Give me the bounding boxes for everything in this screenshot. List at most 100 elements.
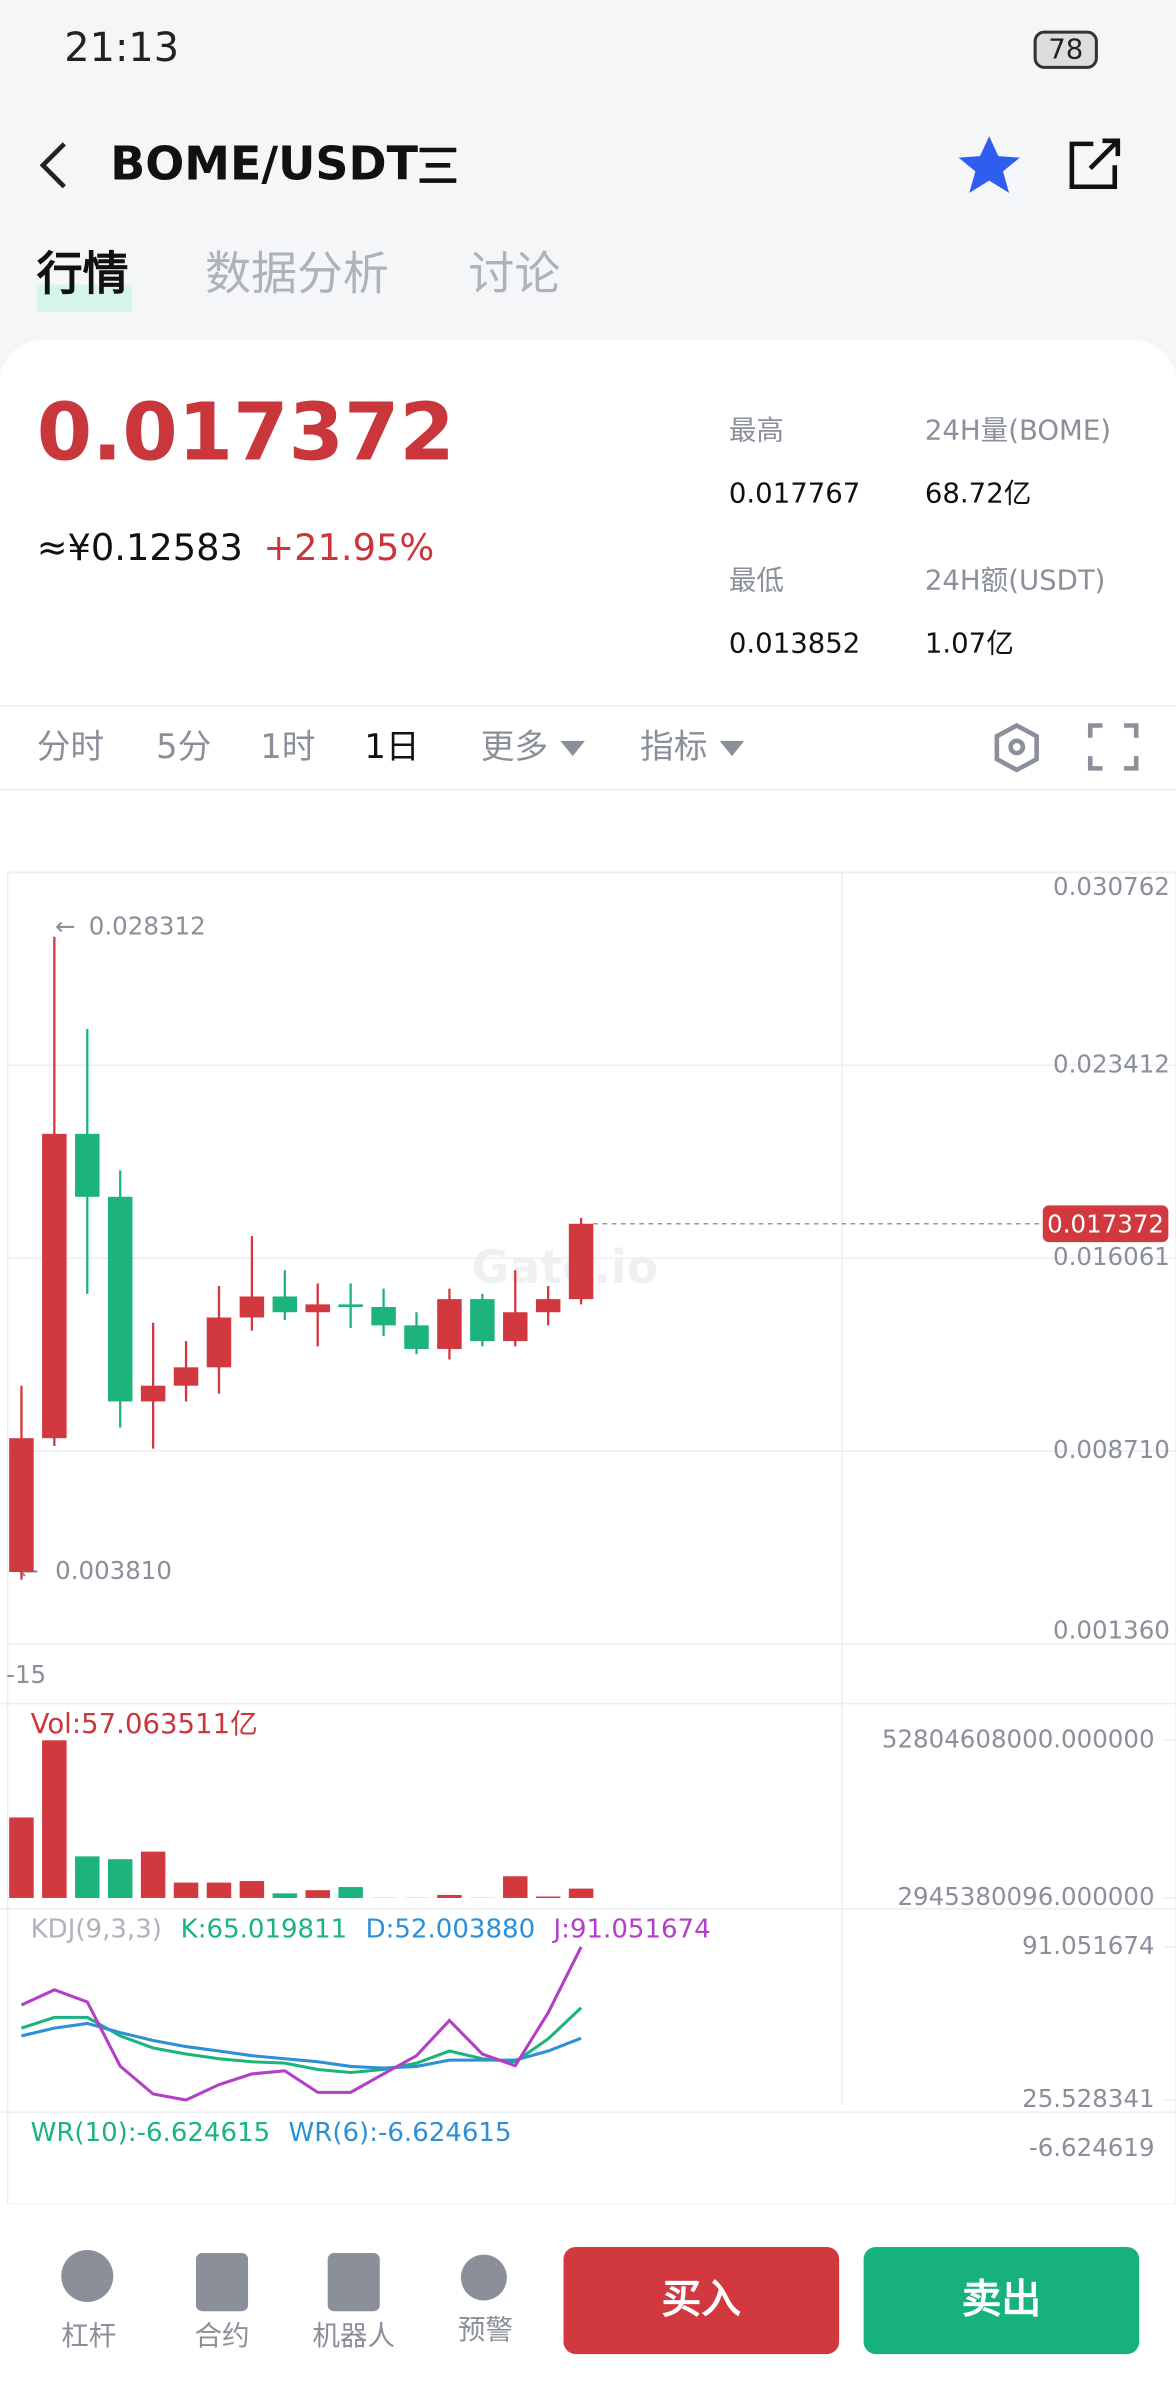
candle-body <box>404 1325 429 1349</box>
kdj-line <box>21 2021 582 2070</box>
volume-bar <box>338 1887 363 1898</box>
sell-label[interactable]: 卖出 <box>962 2277 1042 2323</box>
y-tick-label: 25.528341 <box>1022 2084 1154 2113</box>
cny-price: ≈¥0.12583 <box>37 526 243 569</box>
dropdown-arrow <box>560 740 585 757</box>
y-tick-label: 0.023412 <box>1053 1049 1170 1078</box>
buy-button[interactable] <box>563 2246 840 2355</box>
y-tick-label: 0.030762 <box>1053 872 1170 901</box>
candle-body <box>437 1299 462 1349</box>
candle-body <box>338 1304 363 1307</box>
nav-label[interactable]: 合约 <box>194 2320 249 2352</box>
volume-bar <box>173 1882 199 1898</box>
last-price: 0.017372 <box>37 386 455 479</box>
stat-value: 1.07亿 <box>925 627 1014 659</box>
candle-body <box>272 1296 298 1313</box>
y-tick-label: 0.016061 <box>1053 1242 1170 1271</box>
interval[interactable]: 1时 <box>260 727 315 766</box>
volume-bar <box>568 1888 594 1898</box>
favorite-star[interactable] <box>958 136 1020 193</box>
offset-label: -15 <box>6 1660 46 1689</box>
volume-bar <box>9 1817 34 1898</box>
nav-icon <box>196 2253 249 2312</box>
y-tick-label: 0.008710 <box>1053 1435 1170 1464</box>
nav-icon <box>327 2253 380 2312</box>
watermark: Gate.io <box>472 1240 658 1294</box>
candle-body <box>239 1296 265 1318</box>
candle-body <box>371 1306 396 1326</box>
settings-button[interactable] <box>994 722 1039 773</box>
candle-body <box>535 1299 561 1313</box>
candle-body <box>173 1367 199 1386</box>
battery-level: 78 <box>1048 34 1083 66</box>
candle-body <box>568 1223 594 1300</box>
stat-label: 最低 <box>729 565 784 597</box>
interval[interactable]: 1日 <box>364 727 419 766</box>
legend-entry: WR(6):-6.624615 <box>289 2118 512 2148</box>
candle-body <box>107 1196 133 1402</box>
volume-title: Vol:57.063511亿 <box>31 1708 258 1740</box>
legend-entry: WR(10):-6.624615 <box>31 2118 271 2148</box>
arrow: ← <box>55 912 76 941</box>
stat-value: 0.017767 <box>729 477 860 509</box>
nav-label[interactable]: 机器人 <box>312 2320 395 2352</box>
y-tick-label: -6.624619 <box>1029 2133 1155 2162</box>
candle-body <box>42 1133 67 1439</box>
last-price-label: 0.017372 <box>1047 1209 1164 1238</box>
volume-bar <box>305 1890 330 1898</box>
candle-body <box>503 1312 528 1342</box>
interval[interactable]: 更多 <box>481 727 548 766</box>
volume-bar <box>535 1896 561 1898</box>
last-price-tag <box>1042 1205 1169 1243</box>
dropdown-arrow <box>719 740 745 757</box>
interval[interactable]: 5分 <box>156 727 211 766</box>
volume-bar <box>272 1893 298 1898</box>
candle-body <box>140 1385 166 1402</box>
pair-menu[interactable] <box>419 147 457 183</box>
y-tick-label: 2945380096.000000 <box>897 1882 1154 1911</box>
volume-bar <box>107 1859 133 1898</box>
candle-body <box>75 1133 100 1197</box>
y-tick-label: 91.051674 <box>1022 1931 1154 1960</box>
tab[interactable]: 数据分析 <box>205 247 389 301</box>
settings-dot <box>1008 738 1026 756</box>
stat-label: 24H额(USDT) <box>925 565 1106 597</box>
pair-title[interactable]: BOME/USDT <box>110 136 418 190</box>
stat-label: 24H量(BOME) <box>925 415 1111 447</box>
content-card <box>0 339 1176 2400</box>
nav-icon <box>61 2250 114 2303</box>
volume-bar <box>75 1856 100 1898</box>
legend-entry: K:65.019811 <box>181 1915 348 1945</box>
fullscreen-button[interactable] <box>1087 723 1139 771</box>
interval[interactable]: 指标 <box>640 727 707 766</box>
nav-label[interactable]: 预警 <box>458 2314 513 2346</box>
volume-bar <box>140 1851 166 1898</box>
tab[interactable]: 讨论 <box>469 247 561 301</box>
share-button[interactable] <box>1069 138 1121 190</box>
legend-entry: D:52.003880 <box>366 1915 536 1945</box>
back-button[interactable] <box>39 142 66 189</box>
stat-value: 0.013852 <box>729 627 860 659</box>
volume-bar <box>42 1740 67 1898</box>
kdj-title: KDJ(9,3,3) <box>31 1915 162 1945</box>
stat-value: 68.72亿 <box>925 477 1031 509</box>
max-price-label: 0.028312 <box>89 912 206 941</box>
nav-icon <box>460 2254 507 2301</box>
buy-label[interactable]: 买入 <box>662 2277 742 2323</box>
status-time: 21:13 <box>64 25 179 71</box>
volume-bar <box>437 1894 462 1898</box>
volume-bar <box>503 1876 528 1898</box>
battery-icon <box>1033 30 1098 69</box>
sell-button[interactable] <box>863 2246 1140 2355</box>
candle-body <box>206 1317 232 1368</box>
tab-highlight <box>36 284 132 313</box>
legend-entry: J:91.051674 <box>552 1915 711 1945</box>
interval[interactable]: 分时 <box>37 727 104 766</box>
nav-label[interactable]: 杠杆 <box>61 2320 116 2352</box>
candle-body <box>305 1304 330 1313</box>
volume-bar <box>239 1881 265 1898</box>
tab[interactable]: 行情 <box>37 247 129 301</box>
kdj-line <box>20 1946 583 2102</box>
candle-body <box>9 1438 34 1572</box>
